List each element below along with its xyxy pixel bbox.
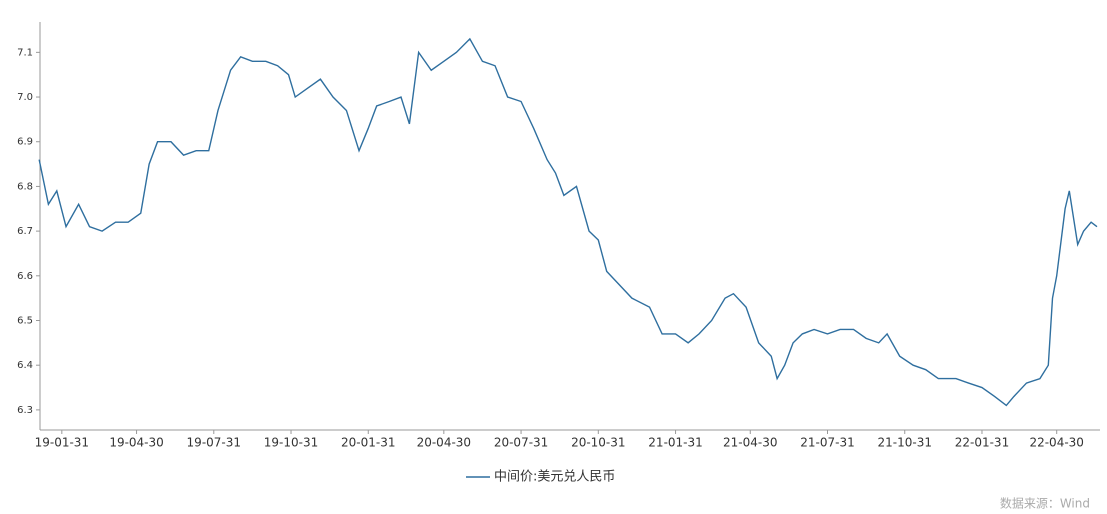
x-tick-label: 22-04-30 xyxy=(1029,436,1083,450)
x-tick-label: 19-10-31 xyxy=(264,436,318,450)
x-tick-label: 22-01-31 xyxy=(955,436,1009,450)
x-tick-label: 21-04-30 xyxy=(723,436,777,450)
y-tick-label: 6.5 xyxy=(17,316,33,327)
x-tick-label: 20-04-30 xyxy=(417,436,471,450)
y-tick-label: 6.3 xyxy=(17,405,33,416)
y-tick-label: 7.0 xyxy=(17,92,33,103)
y-tick-label: 6.4 xyxy=(17,360,33,371)
x-tick-label: 19-07-31 xyxy=(187,436,241,450)
x-tick-label: 20-07-31 xyxy=(494,436,548,450)
y-tick-label: 6.7 xyxy=(17,226,33,237)
x-tick-label: 20-10-31 xyxy=(571,436,625,450)
x-tick-label: 21-10-31 xyxy=(878,436,932,450)
series-line xyxy=(38,37,1098,407)
y-tick-label: 6.8 xyxy=(17,181,33,192)
x-tick-label: 21-07-31 xyxy=(800,436,854,450)
x-tick-label: 20-01-31 xyxy=(341,436,395,450)
x-tick-label: 21-01-31 xyxy=(648,436,702,450)
x-tick-label: 19-01-31 xyxy=(35,436,89,450)
source-note: 数据来源：Wind xyxy=(1000,496,1090,511)
legend-label: 中间价:美元兑人民币 xyxy=(494,470,615,485)
x-tick-label: 19-04-30 xyxy=(109,436,163,450)
y-tick-label: 6.6 xyxy=(17,271,33,282)
y-tick-label: 6.9 xyxy=(17,137,33,148)
y-tick-label: 7.1 xyxy=(17,47,33,58)
